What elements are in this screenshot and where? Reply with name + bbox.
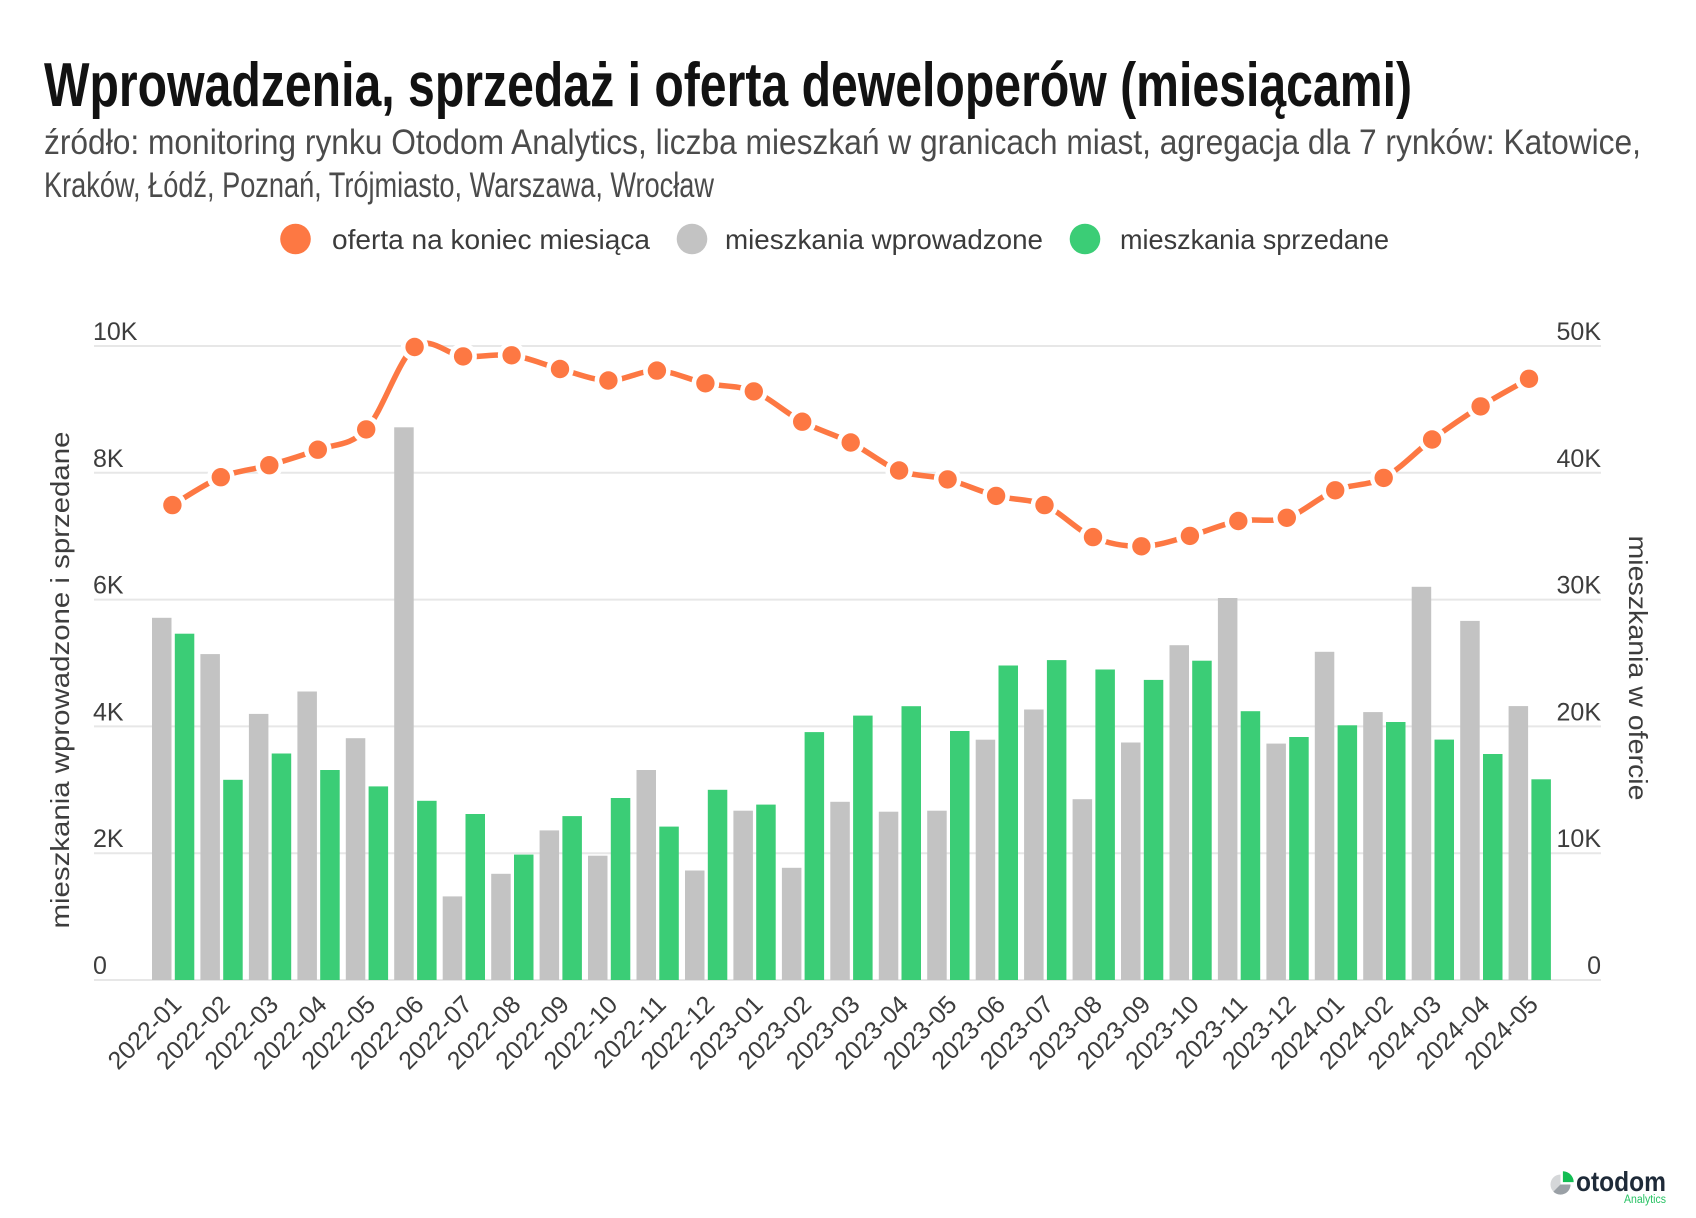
svg-text:4K: 4K bbox=[93, 698, 124, 726]
svg-text:mieszkania w ofercie: mieszkania w ofercie bbox=[1623, 536, 1653, 801]
svg-text:Kraków, Łódź, Poznań, Trójmias: Kraków, Łódź, Poznań, Trójmiasto, Warsza… bbox=[44, 166, 715, 205]
svg-text:0: 0 bbox=[1587, 952, 1601, 980]
svg-text:50K: 50K bbox=[1557, 318, 1602, 346]
svg-text:Wprowadzenia, sprzedaż i ofert: Wprowadzenia, sprzedaż i oferta dewelope… bbox=[44, 51, 1412, 120]
svg-text:mieszkania sprzedane: mieszkania sprzedane bbox=[1120, 224, 1389, 255]
svg-text:Analytics: Analytics bbox=[1624, 1194, 1666, 1206]
svg-text:20K: 20K bbox=[1557, 698, 1602, 726]
svg-text:8K: 8K bbox=[93, 445, 124, 473]
svg-text:mieszkania wprowadzone i sprze: mieszkania wprowadzone i sprzedane bbox=[45, 432, 75, 929]
svg-text:10K: 10K bbox=[93, 318, 138, 346]
svg-text:otodom: otodom bbox=[1576, 1166, 1666, 1197]
svg-text:2K: 2K bbox=[93, 825, 124, 853]
svg-text:oferta na koniec miesiąca: oferta na koniec miesiąca bbox=[332, 224, 650, 255]
svg-text:źródło: monitoring rynku Otodo: źródło: monitoring rynku Otodom Analytic… bbox=[44, 123, 1641, 162]
svg-text:6K: 6K bbox=[93, 572, 124, 600]
svg-text:30K: 30K bbox=[1557, 572, 1602, 600]
svg-text:40K: 40K bbox=[1557, 445, 1602, 473]
svg-text:10K: 10K bbox=[1557, 825, 1602, 853]
svg-text:mieszkania wprowadzone: mieszkania wprowadzone bbox=[725, 224, 1043, 255]
svg-text:0: 0 bbox=[93, 952, 107, 980]
